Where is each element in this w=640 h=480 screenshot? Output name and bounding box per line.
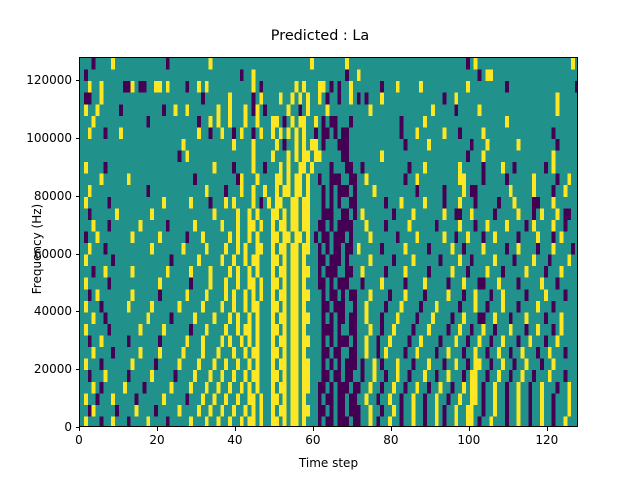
heatmap-plot-area: [79, 57, 578, 427]
x-tick-label: 120: [535, 433, 559, 447]
y-tick-label: 0: [64, 420, 72, 434]
x-tick-mark: [468, 427, 470, 431]
y-tick-mark: [75, 369, 79, 371]
y-tick-mark: [75, 311, 79, 313]
y-tick-mark: [75, 427, 79, 428]
x-tick-mark: [312, 427, 314, 431]
x-tick-label: 60: [305, 433, 321, 447]
x-tick-mark: [546, 427, 548, 431]
y-tick-label: 20000: [33, 362, 72, 377]
x-tick-mark: [390, 427, 392, 431]
x-tick-mark: [234, 427, 236, 431]
page-title: Predicted : La: [270, 28, 370, 44]
x-axis-label: Time step: [298, 456, 359, 470]
y-tick-label: 40000: [33, 304, 72, 319]
x-tick-label: 80: [383, 433, 399, 447]
y-tick-label: 100000: [26, 130, 72, 145]
y-tick-mark: [75, 137, 79, 139]
y-tick-label: 120000: [26, 73, 72, 88]
x-tick-label: 40: [227, 433, 243, 447]
x-tick-label: 100: [457, 433, 481, 447]
y-tick-mark: [75, 80, 79, 82]
x-tick-label: 20: [149, 433, 165, 447]
y-tick-mark: [75, 195, 79, 197]
x-tick-mark: [156, 427, 158, 431]
heatmap-image: [80, 58, 577, 426]
y-tick-label: 60000: [33, 246, 72, 261]
x-tick-mark: [79, 427, 80, 431]
y-tick-label: 80000: [33, 188, 72, 203]
y-axis-label: Frequency (Hz): [30, 203, 44, 295]
y-tick-mark: [75, 253, 79, 255]
x-tick-label: 0: [75, 433, 83, 447]
